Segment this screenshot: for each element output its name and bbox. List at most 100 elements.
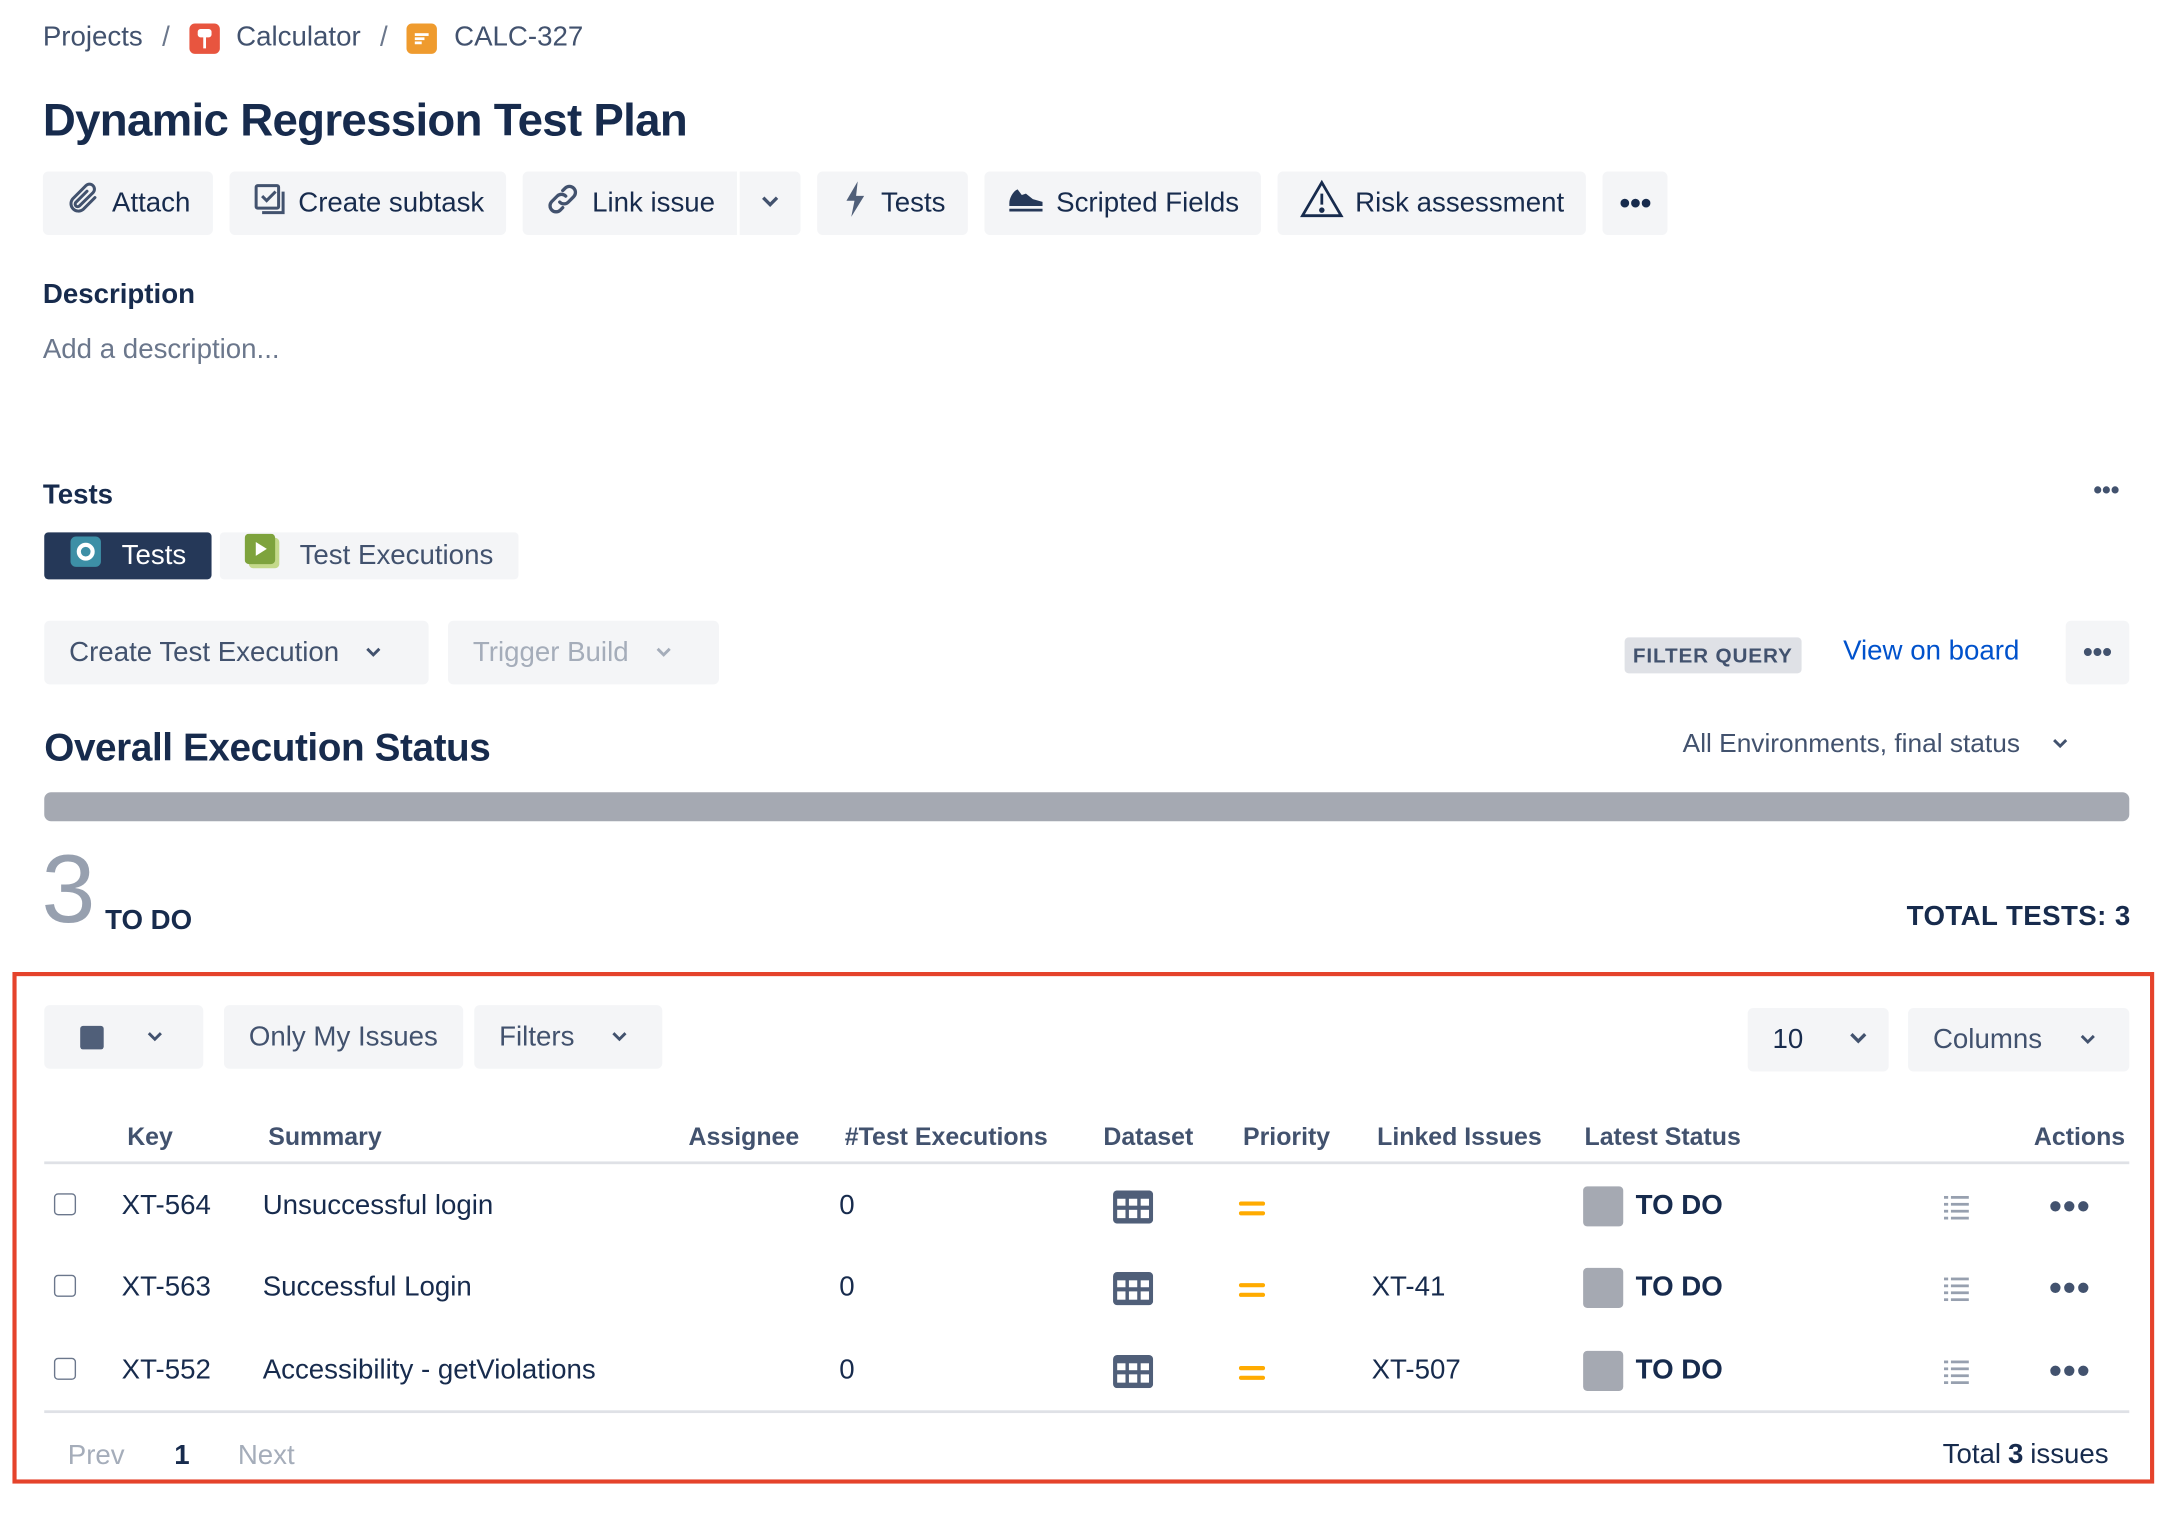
filter-query-button[interactable]: FILTER QUERY <box>1624 637 1801 674</box>
create-test-execution-dropdown[interactable]: Create Test Execution <box>44 620 429 685</box>
tab-tests[interactable]: Tests <box>44 532 212 580</box>
row-summary: Unsuccessful login <box>262 1190 494 1221</box>
column-header-summary[interactable]: Summary <box>268 1122 382 1151</box>
subtask-icon <box>251 181 287 225</box>
chevron-down-icon <box>2050 730 2069 760</box>
breadcrumb-projects[interactable]: Projects <box>42 22 143 53</box>
trigger-build-dropdown[interactable]: Trigger Build <box>447 620 719 685</box>
executions-tab-icon <box>244 533 280 578</box>
todo-label: TO DO <box>105 905 193 937</box>
column-header-linked-issues[interactable]: Linked Issues <box>1377 1122 1542 1151</box>
row-executions-count: 0 <box>839 1190 855 1221</box>
link-issue-button[interactable]: Link issue <box>522 171 738 236</box>
column-header-test-executions[interactable]: #Test Executions <box>844 1122 1048 1151</box>
chevron-down-icon <box>145 1021 164 1053</box>
chevron-down-icon <box>364 637 383 669</box>
chevron-down-icon <box>653 637 672 669</box>
breadcrumb-issue-key[interactable]: CALC-327 <box>454 22 584 53</box>
tests-section-more[interactable]: ••• <box>2093 475 2120 504</box>
filters-label: Filters <box>499 1021 575 1052</box>
test-plan-icon <box>407 22 438 54</box>
row-more-button[interactable]: ••• <box>2049 1184 2091 1227</box>
environment-select[interactable]: All Environments, final status <box>1683 730 2070 760</box>
tests-button[interactable]: Tests <box>817 171 968 236</box>
only-my-issues-button[interactable]: Only My Issues <box>223 1005 464 1069</box>
status-color-swatch <box>1583 1350 1624 1391</box>
scripted-fields-button[interactable]: Scripted Fields <box>984 171 1262 236</box>
tests-more-actions-button[interactable]: ••• <box>2065 620 2130 685</box>
status-badge: TO DO <box>1583 1350 1723 1391</box>
create-subtask-button[interactable]: Create subtask <box>229 171 507 236</box>
page-title[interactable]: Dynamic Regression Test Plan <box>42 94 688 146</box>
row-checkbox[interactable] <box>53 1193 77 1216</box>
highlight-box <box>12 972 2155 1484</box>
total-issues-prefix: Total <box>1942 1439 2002 1470</box>
paperclip-icon <box>65 181 101 225</box>
row-linked-issue[interactable]: XT-41 <box>1371 1272 1446 1303</box>
grid-icon[interactable] <box>1113 1354 1154 1395</box>
row-key-link[interactable]: XT-563 <box>121 1272 211 1303</box>
risk-assessment-button[interactable]: Risk assessment <box>1277 171 1587 236</box>
grid-icon[interactable] <box>1113 1272 1154 1312</box>
priority-medium-icon <box>1238 1363 1266 1389</box>
column-header-latest-status[interactable]: Latest Status <box>1584 1122 1741 1151</box>
row-key-link[interactable]: XT-552 <box>121 1354 211 1386</box>
environment-select-label: All Environments, final status <box>1682 730 2020 760</box>
row-summary: Successful Login <box>262 1272 472 1303</box>
row-linked-issue[interactable]: XT-507 <box>1371 1354 1461 1386</box>
columns-dropdown[interactable]: Columns <box>1908 1007 2130 1072</box>
test-steps-icon[interactable] <box>1944 1195 1969 1227</box>
execution-status-title: Overall Execution Status <box>44 725 491 769</box>
tab-test-executions-label: Test Executions <box>299 539 494 571</box>
todo-count: 3 <box>41 835 96 943</box>
status-badge: TO DO <box>1583 1267 1723 1308</box>
row-checkbox[interactable] <box>53 1274 77 1297</box>
status-badge: TO DO <box>1583 1186 1723 1227</box>
attach-label: Attach <box>111 187 191 218</box>
view-on-board-link[interactable]: View on board <box>1843 636 2020 667</box>
row-executions-count: 0 <box>839 1272 855 1303</box>
breadcrumb-separator: / <box>380 22 388 53</box>
create-subtask-label: Create subtask <box>298 187 485 218</box>
select-all-checkbox[interactable] <box>80 1025 104 1049</box>
link-icon <box>545 181 581 225</box>
column-header-key[interactable]: Key <box>127 1122 173 1151</box>
link-issue-label: Link issue <box>592 187 716 218</box>
more-actions-button[interactable]: ••• <box>1602 171 1669 236</box>
total-issues: Total 3 issues <box>1943 1439 2109 1471</box>
test-steps-icon[interactable] <box>1944 1276 1969 1308</box>
attach-button[interactable]: Attach <box>42 171 213 236</box>
link-issue-split-button: Link issue <box>522 171 801 236</box>
tests-tab-icon <box>69 535 102 576</box>
breadcrumb: Projects / Calculator / CALC-327 <box>43 22 583 54</box>
row-executions-count: 0 <box>839 1354 855 1386</box>
column-header-priority[interactable]: Priority <box>1243 1122 1331 1151</box>
breadcrumb-project[interactable]: Calculator <box>236 22 361 53</box>
bulk-select-dropdown[interactable] <box>44 1005 204 1069</box>
pagination-prev[interactable]: Prev <box>67 1440 125 1472</box>
tests-label: Tests <box>880 187 946 218</box>
test-steps-icon[interactable] <box>1944 1359 1969 1391</box>
pagination-current-page[interactable]: 1 <box>174 1440 190 1472</box>
row-key-link[interactable]: XT-564 <box>121 1190 211 1221</box>
pagination-next[interactable]: Next <box>237 1440 295 1472</box>
tab-tests-label: Tests <box>121 539 187 571</box>
table-footer-divider <box>44 1410 2130 1414</box>
priority-medium-icon <box>1238 1199 1266 1225</box>
chevron-down-icon <box>759 187 781 219</box>
link-issue-dropdown[interactable] <box>739 171 801 236</box>
row-checkbox[interactable] <box>53 1357 77 1380</box>
column-header-assignee[interactable]: Assignee <box>688 1122 800 1151</box>
page-size-select[interactable]: 10 <box>1747 1007 1889 1072</box>
description-field[interactable]: Add a description... <box>42 334 280 366</box>
row-more-button[interactable]: ••• <box>2049 1349 2091 1391</box>
tab-test-executions[interactable]: Test Executions <box>219 532 519 580</box>
chevron-down-icon <box>610 1021 629 1053</box>
execution-progress-bar <box>44 792 2130 822</box>
grid-icon[interactable] <box>1113 1190 1154 1230</box>
filters-dropdown[interactable]: Filters <box>474 1005 663 1069</box>
create-test-execution-label: Create Test Execution <box>69 636 340 668</box>
column-header-dataset[interactable]: Dataset <box>1103 1122 1194 1151</box>
bolt-icon <box>839 180 869 227</box>
row-more-button[interactable]: ••• <box>2049 1266 2091 1308</box>
